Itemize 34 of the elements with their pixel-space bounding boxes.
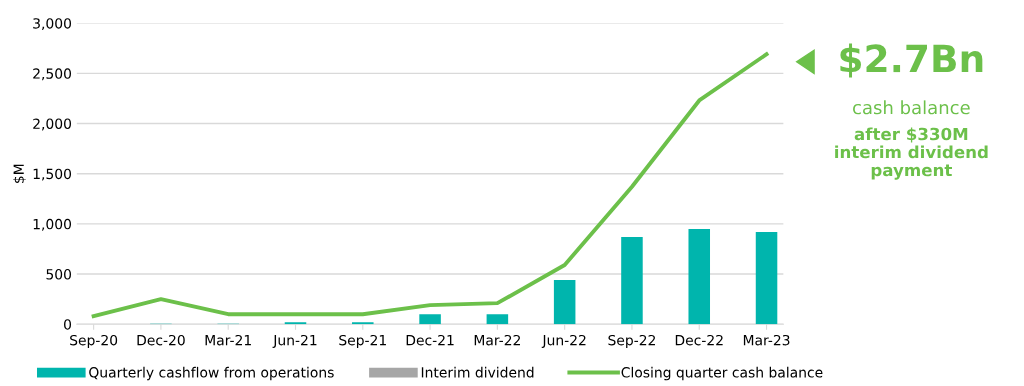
text: cash balance — [853, 100, 970, 115]
bar — [755, 231, 778, 325]
x-tick-label: Jun-22 — [541, 334, 586, 348]
x-tick-label: Mar-23 — [743, 334, 790, 346]
text: after $330M interim dividend payment — [835, 127, 988, 180]
x-tick-label: Jun-21 — [272, 334, 317, 348]
y-tick-label: 2,500 — [33, 68, 72, 81]
bar — [419, 314, 441, 325]
legend-label: Closing quarter cash balance — [621, 366, 823, 381]
y-tick-label: 2,000 — [33, 118, 72, 131]
x-tick-label: Sep-22 — [608, 334, 655, 349]
legend-label: Interim dividend — [421, 366, 534, 378]
bar — [621, 236, 643, 325]
x-tick-label: Dec-22 — [675, 334, 723, 346]
bar — [688, 228, 711, 325]
x-tick-label: Mar-22 — [474, 334, 520, 346]
y-tick-label: 1,000 — [33, 218, 72, 231]
x-tick-label: Sep-20 — [70, 334, 118, 349]
text: $2.7Bn — [840, 43, 983, 78]
x-tick-label: Dec-20 — [137, 334, 185, 346]
y-tick-label: 1,500 — [33, 168, 72, 181]
x-tick-label: Sep-21 — [339, 334, 386, 349]
line-series — [91, 52, 769, 319]
y-tick-label: 3,000 — [33, 18, 72, 31]
bar — [284, 322, 307, 325]
legend-label: Quarterly cashflow from operations — [89, 366, 334, 381]
bar — [486, 314, 509, 325]
y-axis-title: $M — [13, 164, 26, 183]
y-tick-label: 0 — [64, 319, 72, 330]
bar — [352, 322, 374, 325]
x-tick-label: Mar-21 — [205, 334, 251, 346]
x-tick-label: Dec-21 — [406, 334, 454, 346]
y-tick-label: 500 — [46, 269, 72, 280]
bar — [553, 280, 576, 325]
